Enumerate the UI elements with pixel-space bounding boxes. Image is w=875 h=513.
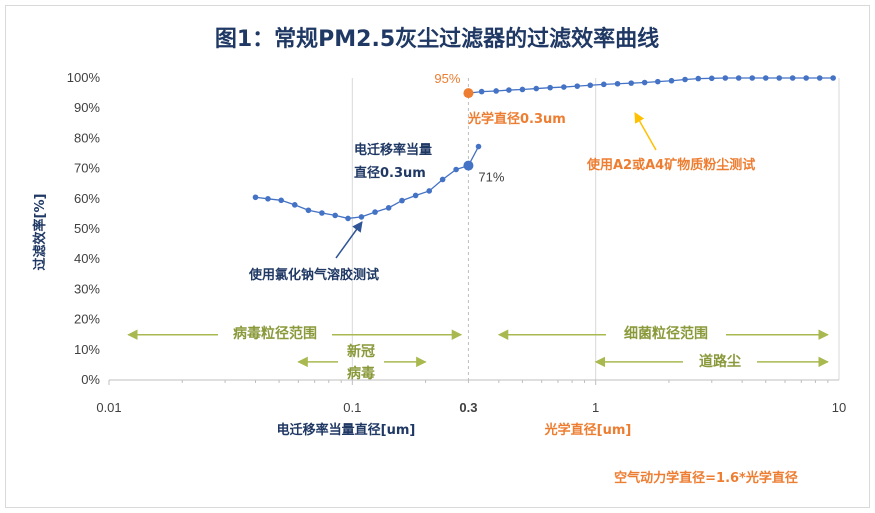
data-point xyxy=(600,81,607,88)
data-point xyxy=(478,88,485,95)
y-axis-label: 过滤效率[%] xyxy=(32,194,48,271)
data-point xyxy=(614,80,621,87)
axes xyxy=(108,379,839,385)
data-point xyxy=(319,210,325,216)
data-point xyxy=(305,207,312,214)
data-point xyxy=(439,176,446,183)
chart-frame: 图1：常规PM2.5灰尘过滤器的过滤效率曲线 0% 10% 20% 30% 40% 50%… xyxy=(5,5,870,508)
data-point xyxy=(776,75,783,81)
data-point xyxy=(278,197,284,204)
highlight-point-1 xyxy=(463,88,474,99)
data-point xyxy=(749,75,756,81)
data-point xyxy=(506,87,512,93)
data-point xyxy=(708,75,715,82)
pointer-arrow-nacl xyxy=(335,221,363,259)
data-point xyxy=(291,202,298,208)
x-axis-label-optical: 光学直径[um] xyxy=(544,422,632,438)
x-tick-label-0.1: 0.1 xyxy=(343,400,361,415)
data-point xyxy=(574,83,581,89)
chart-svg: 图1：常规PM2.5灰尘过滤器的过滤效率曲线 0% 10% 20% 30% 40% 50%… xyxy=(32,26,846,486)
data-point xyxy=(345,215,351,222)
data-point xyxy=(453,166,459,173)
data-series xyxy=(252,75,836,222)
x-tick-label-10: 10 xyxy=(832,400,846,415)
chart-title: 图1：常规PM2.5灰尘过滤器的过滤效率曲线 xyxy=(215,26,659,52)
y-tick-labels: 0% 10% 20% 30% 40% 50% 60% 70% 80% 90% 100% xyxy=(67,70,101,387)
data-point xyxy=(803,75,809,81)
data-point xyxy=(816,75,823,81)
data-point xyxy=(641,79,648,86)
data-point xyxy=(385,205,392,211)
x-axis-label: 电迁移率当量直径[um] xyxy=(277,422,416,438)
data-point xyxy=(399,197,405,204)
data-point xyxy=(722,75,729,81)
y-tick-label-0: 0% xyxy=(81,372,100,387)
highlight-point-0 xyxy=(463,160,474,171)
y-tick-label-50: 50% xyxy=(74,221,100,236)
data-point xyxy=(762,75,769,81)
data-point xyxy=(668,77,675,84)
data-point xyxy=(682,76,688,83)
y-tick-label-20: 20% xyxy=(74,312,100,327)
data-point xyxy=(654,78,661,85)
annotation-emd-line1: 电迁移率当量 xyxy=(354,142,432,158)
data-point xyxy=(519,86,526,93)
highlight-points: 71% 95% xyxy=(434,71,504,184)
data-point xyxy=(412,192,419,199)
series-line-1 xyxy=(468,77,834,94)
footer-note: 空气动力学直径=1.6*光学直径 xyxy=(614,470,798,486)
data-point xyxy=(547,84,553,91)
data-point xyxy=(587,82,594,89)
data-point xyxy=(252,194,259,201)
data-point xyxy=(789,75,796,81)
data-point xyxy=(628,80,635,86)
data-point xyxy=(475,143,482,150)
data-point xyxy=(265,196,271,202)
data-point xyxy=(533,85,540,92)
data-point xyxy=(358,214,365,220)
x-tick-label-1: 1 xyxy=(592,400,599,415)
annotation-nacl-test: 使用氯化钠气溶胶测试 xyxy=(248,267,379,283)
highlight-label-0: 71% xyxy=(478,170,504,185)
label-covid-line1: 新冠 xyxy=(347,343,375,360)
annotation-optical-diameter: 光学直径0.3um xyxy=(467,111,566,127)
size-range-arrows xyxy=(127,329,829,368)
label-virus-range: 病毒粒径范围 xyxy=(233,325,317,342)
y-tick-label-10: 10% xyxy=(74,342,100,357)
y-tick-label-90: 90% xyxy=(74,100,100,115)
y-tick-label-70: 70% xyxy=(74,161,100,176)
annotation-dust-test: 使用A2或A4矿物质粉尘测试 xyxy=(586,157,755,173)
pointer-arrow-dust xyxy=(634,112,657,151)
label-bacteria-range: 细菌粒径范围 xyxy=(624,325,708,342)
x-tick-label-0.01: 0.01 xyxy=(96,400,121,415)
annotation-emd-line2: 直径0.3um xyxy=(354,165,426,181)
y-tick-label-80: 80% xyxy=(74,130,100,145)
y-tick-label-30: 30% xyxy=(74,281,100,296)
highlight-label-1: 95% xyxy=(434,71,460,86)
y-tick-label-60: 60% xyxy=(74,191,100,206)
y-tick-label-40: 40% xyxy=(74,251,100,266)
data-point xyxy=(332,212,338,219)
data-point xyxy=(695,75,702,82)
label-covid-line2: 病毒 xyxy=(347,365,375,382)
data-point xyxy=(830,75,836,81)
label-road-dust: 道路尘 xyxy=(699,353,741,370)
data-point xyxy=(493,88,499,94)
x-tick-labels: 0.01 0.1 1 10 0.3 xyxy=(96,400,846,415)
x-tick-label-0-3: 0.3 xyxy=(459,400,477,415)
y-tick-label-100: 100% xyxy=(67,70,101,85)
data-point xyxy=(426,188,433,194)
data-point xyxy=(735,75,742,81)
data-point xyxy=(372,209,378,215)
data-point xyxy=(561,84,567,90)
